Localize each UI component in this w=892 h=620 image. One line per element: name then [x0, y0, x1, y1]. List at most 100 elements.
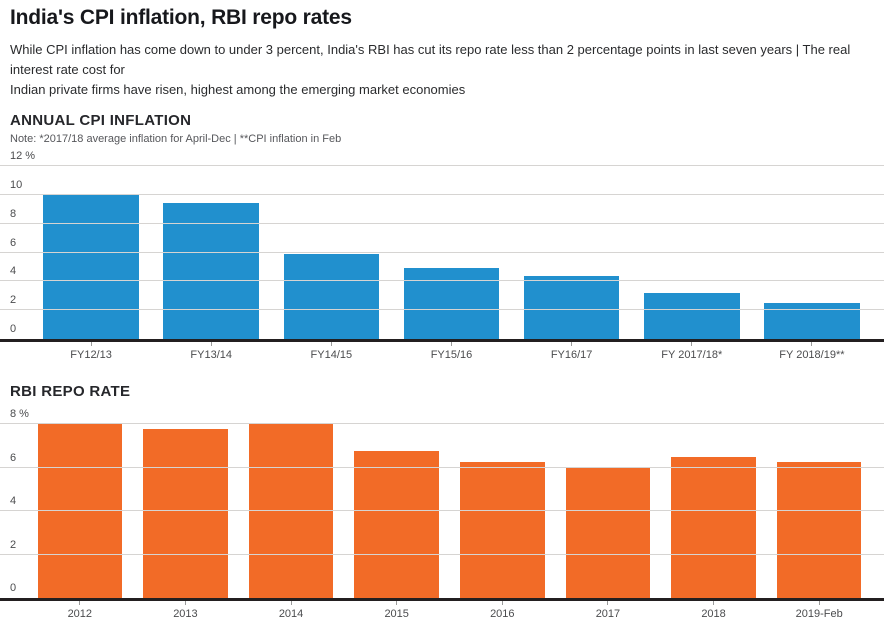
x-tick-group: 2019-Feb — [766, 601, 872, 620]
gridline — [0, 280, 884, 282]
x-tick-group: 2016 — [450, 601, 556, 620]
gridline — [0, 553, 884, 555]
bar-FY14/15 — [283, 253, 380, 339]
tick-mark — [450, 342, 452, 346]
y-axis-label: 12 % — [10, 150, 36, 162]
gridline — [0, 193, 884, 195]
page-title: India's CPI inflation, RBI repo rates — [10, 6, 352, 29]
bar-2017 — [565, 467, 651, 598]
bar-2016 — [460, 462, 545, 598]
x-tick-group: 2017 — [555, 601, 661, 620]
y-axis-label: 10 — [10, 178, 23, 191]
x-axis-label: 2015 — [384, 608, 409, 620]
bar-2019-Feb — [776, 462, 862, 598]
subtitle-line-2: Indian private firms have risen, highest… — [10, 82, 466, 97]
y-axis-label: 8 % — [10, 408, 29, 420]
x-axis-label: FY14/15 — [310, 349, 353, 361]
bar-slot — [344, 424, 450, 598]
gridline — [0, 251, 884, 253]
x-axis-label: FY12/13 — [70, 349, 112, 361]
gridline — [0, 423, 884, 424]
cpi-bar-chart: 0 2 4 6 8 10 12 % FY12/13 FY13/14 FY14/15 FY15/16… — [0, 150, 884, 361]
y-axis-label: 6 — [10, 236, 17, 249]
x-axis-label: 2018 — [701, 608, 726, 620]
x-axis-label: 2016 — [490, 608, 515, 620]
x-tick-group: 2013 — [133, 601, 239, 620]
x-axis-label: 2019-Feb — [795, 608, 843, 620]
x-axis-label: 2014 — [278, 608, 304, 620]
tick-mark — [607, 601, 609, 605]
y-axis-label: 2 — [10, 294, 17, 307]
bar-2012 — [37, 424, 123, 598]
bar-FY16/17 — [523, 275, 620, 339]
bar-slot — [27, 424, 133, 598]
bar-FY 2018/19** — [764, 302, 860, 339]
bar-slot — [31, 166, 151, 339]
repo-bars — [0, 424, 884, 598]
bar-slot — [133, 424, 239, 598]
x-tick-group: 2012 — [27, 601, 133, 620]
bar-slot — [271, 166, 391, 339]
x-axis-label: FY 2017/18* — [661, 349, 723, 361]
x-tick-group: FY13/14 — [151, 342, 271, 361]
gridline — [0, 309, 884, 311]
x-tick-group: FY12/13 — [31, 342, 151, 361]
cpi-chart-note: Note: *2017/18 average inflation for Apr… — [10, 133, 342, 145]
bar-FY12/13 — [43, 194, 139, 339]
tick-mark — [210, 342, 212, 346]
x-tick-group: FY14/15 — [271, 342, 391, 361]
repo-chart-title: RBI REPO RATE — [10, 383, 131, 400]
bar-2013 — [143, 429, 228, 598]
x-tick-group: FY 2017/18* — [632, 342, 752, 361]
gridline — [0, 165, 884, 166]
bar-FY15/16 — [403, 268, 500, 339]
repo-plot-area: 0 2 4 6 8 % — [0, 408, 884, 601]
bar-slot — [752, 166, 872, 339]
repo-bar-chart: 0 2 4 6 8 % 2012 2013 2014 2015 2016 2017 2018 2019… — [0, 408, 884, 620]
cpi-chart-title: ANNUAL CPI INFLATION — [10, 112, 192, 129]
y-axis-label: 4 — [10, 265, 17, 278]
tick-mark — [330, 342, 332, 346]
x-axis-label: 2013 — [173, 608, 198, 620]
x-axis-label: FY 2018/19** — [779, 349, 845, 361]
x-axis-label: 2017 — [595, 608, 621, 620]
bar-slot — [766, 424, 872, 598]
gridline — [0, 222, 884, 224]
x-axis-label: FY15/16 — [430, 349, 473, 361]
x-axis-label: FY13/14 — [190, 349, 232, 361]
cpi-x-axis: FY12/13 FY13/14 FY14/15 FY15/16 FY16/17 FY 20… — [0, 342, 884, 361]
tick-mark — [79, 601, 81, 605]
tick-mark — [90, 342, 92, 346]
bar-FY13/14 — [163, 203, 259, 339]
y-axis-label: 2 — [10, 538, 17, 551]
y-axis-label: 4 — [10, 495, 17, 507]
bar-FY 2017/18* — [644, 292, 740, 339]
tick-mark — [501, 601, 503, 605]
bar-slot — [391, 166, 511, 339]
bar-slot — [632, 166, 752, 339]
bar-slot — [238, 424, 344, 598]
x-tick-group: 2015 — [344, 601, 450, 620]
gridline — [0, 466, 884, 468]
cpi-bars — [0, 166, 884, 339]
bar-2014 — [248, 424, 334, 598]
bar-slot — [450, 424, 556, 598]
bar-2015 — [354, 451, 439, 598]
x-tick-group: 2014 — [238, 601, 344, 620]
x-axis-label: FY16/17 — [550, 349, 593, 361]
subtitle-line-1: While CPI inflation has come down to und… — [10, 42, 851, 77]
tick-mark — [290, 601, 292, 605]
x-tick-group: 2018 — [661, 601, 767, 620]
cpi-plot-area: 0 2 4 6 8 10 12 % — [0, 150, 884, 342]
tick-mark — [811, 342, 813, 346]
tick-mark — [818, 601, 820, 605]
bar-slot — [661, 424, 767, 598]
x-tick-group: FY15/16 — [391, 342, 511, 361]
y-axis-label: 8 — [10, 207, 17, 220]
y-axis-label: 0 — [10, 323, 17, 335]
tick-mark — [184, 601, 186, 605]
bar-slot — [151, 166, 271, 339]
repo-x-axis: 2012 2013 2014 2015 2016 2017 2018 2019-Feb — [0, 601, 884, 620]
